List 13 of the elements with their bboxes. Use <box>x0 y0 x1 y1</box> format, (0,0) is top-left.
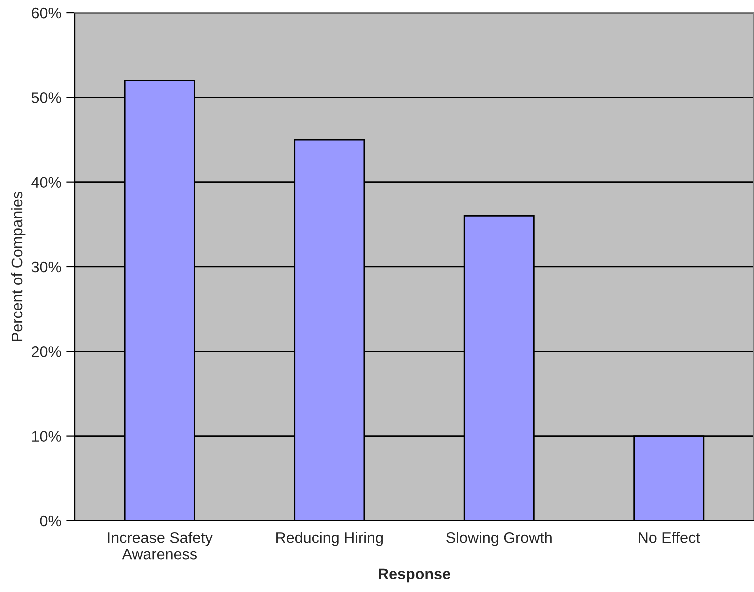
y-tick-label: 20% <box>32 346 62 358</box>
y-axis-title: Percent of Companies <box>11 192 26 342</box>
x-tick-label: Slowing Growth <box>446 532 552 546</box>
y-tick-label: 30% <box>32 262 62 273</box>
x-tick-label: Increase Safety Awareness <box>108 532 213 560</box>
y-tick-label: 40% <box>32 177 62 188</box>
x-axis-title: Response <box>379 568 450 583</box>
y-tick-label: 10% <box>32 431 62 442</box>
x-tick-label: Reducing Hiring <box>276 532 384 546</box>
y-tick-label: 60% <box>32 8 62 19</box>
x-tick-label: No Effect <box>639 532 700 544</box>
y-tick-label: 0% <box>40 516 62 527</box>
y-tick-label: 50% <box>32 92 62 104</box>
